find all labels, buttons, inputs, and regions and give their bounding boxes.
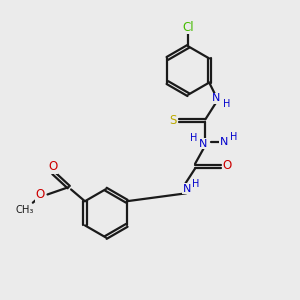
Text: H: H — [223, 99, 230, 110]
Text: O: O — [35, 188, 45, 201]
Text: CH₃: CH₃ — [16, 205, 34, 215]
Text: N: N — [212, 94, 220, 103]
Text: S: S — [169, 114, 177, 127]
Text: H: H — [192, 179, 200, 189]
Text: N: N — [220, 137, 228, 147]
Text: H: H — [190, 133, 198, 142]
Text: N: N — [199, 139, 207, 148]
Text: O: O — [48, 160, 58, 173]
Text: O: O — [223, 159, 232, 172]
Text: Cl: Cl — [182, 21, 194, 34]
Text: N: N — [183, 184, 191, 194]
Text: H: H — [230, 132, 238, 142]
